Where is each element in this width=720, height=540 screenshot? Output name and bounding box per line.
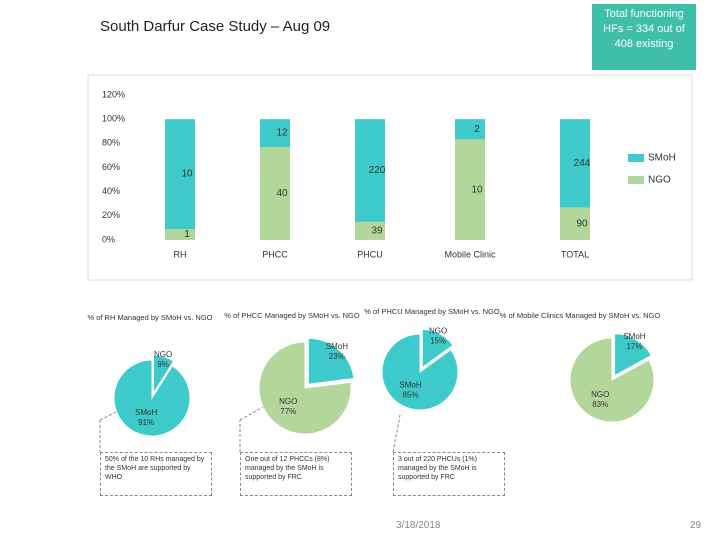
x-tick-label: Mobile Clinic: [444, 249, 496, 259]
note: 3 out of 220 PHCUs (1%) managed by the S…: [393, 452, 505, 496]
slide-title: South Darfur Case Study – Aug 09: [100, 18, 331, 35]
pie-title: % of RH Managed by SMoH vs. NGO: [87, 313, 212, 322]
x-tick-label: RH: [174, 249, 187, 259]
data-label: 40: [276, 188, 288, 199]
bar-segment: [355, 221, 385, 240]
pie-slice: [381, 333, 459, 411]
legend-swatch: [628, 154, 644, 162]
pie-title: % of Mobile Clinics Managed by SMoH vs. …: [500, 311, 661, 320]
y-tick-label: 20%: [102, 210, 120, 220]
pie-slice: [258, 341, 352, 435]
bar-segment: [260, 119, 290, 148]
pie-slice: [113, 359, 191, 437]
x-tick-label: PHCC: [262, 249, 288, 259]
data-label: 244: [574, 158, 591, 169]
pie-slice: [421, 329, 454, 369]
data-label: 10: [181, 169, 193, 180]
connector: [392, 414, 401, 453]
legend-label: NGO: [648, 175, 671, 186]
slice-name: NGO: [154, 350, 172, 359]
slice-label: 23%: [329, 352, 345, 361]
legend-swatch: [628, 176, 644, 184]
x-tick-label: PHCU: [357, 249, 383, 259]
pie-slice: [152, 354, 175, 395]
y-tick-label: 80%: [102, 138, 120, 148]
slice-name: NGO: [279, 397, 297, 406]
slice-label: 17%: [626, 342, 642, 351]
slice-label: 83%: [592, 400, 608, 409]
y-tick-label: 60%: [102, 162, 120, 172]
slice-label: 9%: [157, 360, 169, 369]
note: One out of 12 PHCCs (8%) managed by the …: [240, 452, 352, 496]
pie-slice: [569, 337, 655, 423]
date: 3/18/2018: [396, 520, 441, 531]
pie-title: % of PHCU Managed by SMoH vs. NGO: [364, 307, 500, 316]
data-label: 90: [576, 218, 588, 229]
y-tick-label: 100%: [102, 114, 125, 124]
note: 50% of the 10 RHs managed by the SMoH ar…: [100, 452, 212, 496]
bar-segment: [355, 119, 385, 222]
data-label: 2: [474, 124, 480, 135]
data-label: 1: [184, 229, 190, 240]
data-label: 39: [371, 226, 383, 237]
bar-segment: [165, 229, 195, 240]
page-number: 29: [690, 520, 702, 531]
pie-slice: [307, 337, 355, 385]
slice-label: 91%: [138, 418, 154, 427]
slice-name: NGO: [429, 327, 447, 336]
slice-name: SMoH: [135, 408, 157, 417]
y-tick-label: 40%: [102, 186, 120, 196]
slice-name: SMoH: [326, 342, 348, 351]
legend-label: SMoH: [648, 153, 676, 164]
pie-slice: [614, 333, 653, 377]
slice-label: 77%: [280, 407, 296, 416]
bar-segment: [560, 119, 590, 208]
bar-segment: [560, 207, 590, 240]
y-tick-label: 0%: [102, 234, 115, 244]
bar-segment: [165, 119, 195, 230]
bar-segment: [455, 119, 485, 140]
y-tick-label: 120%: [102, 89, 125, 99]
bar-segment: [455, 139, 485, 240]
bar-segment: [260, 147, 290, 240]
data-label: 220: [369, 165, 386, 176]
slice-name: NGO: [591, 390, 609, 399]
data-label: 10: [471, 184, 483, 195]
slice-name: SMoH: [399, 381, 421, 390]
data-label: 12: [276, 128, 288, 139]
callout: Total functioning HFs = 334 out of 408 e…: [592, 4, 696, 70]
slice-label: 15%: [430, 337, 446, 346]
slice-label: 85%: [403, 391, 419, 400]
pie-title: % of PHCC Managed by SMoH vs. NGO: [224, 311, 360, 320]
slice-name: SMoH: [623, 332, 645, 341]
x-tick-label: TOTAL: [561, 249, 589, 259]
